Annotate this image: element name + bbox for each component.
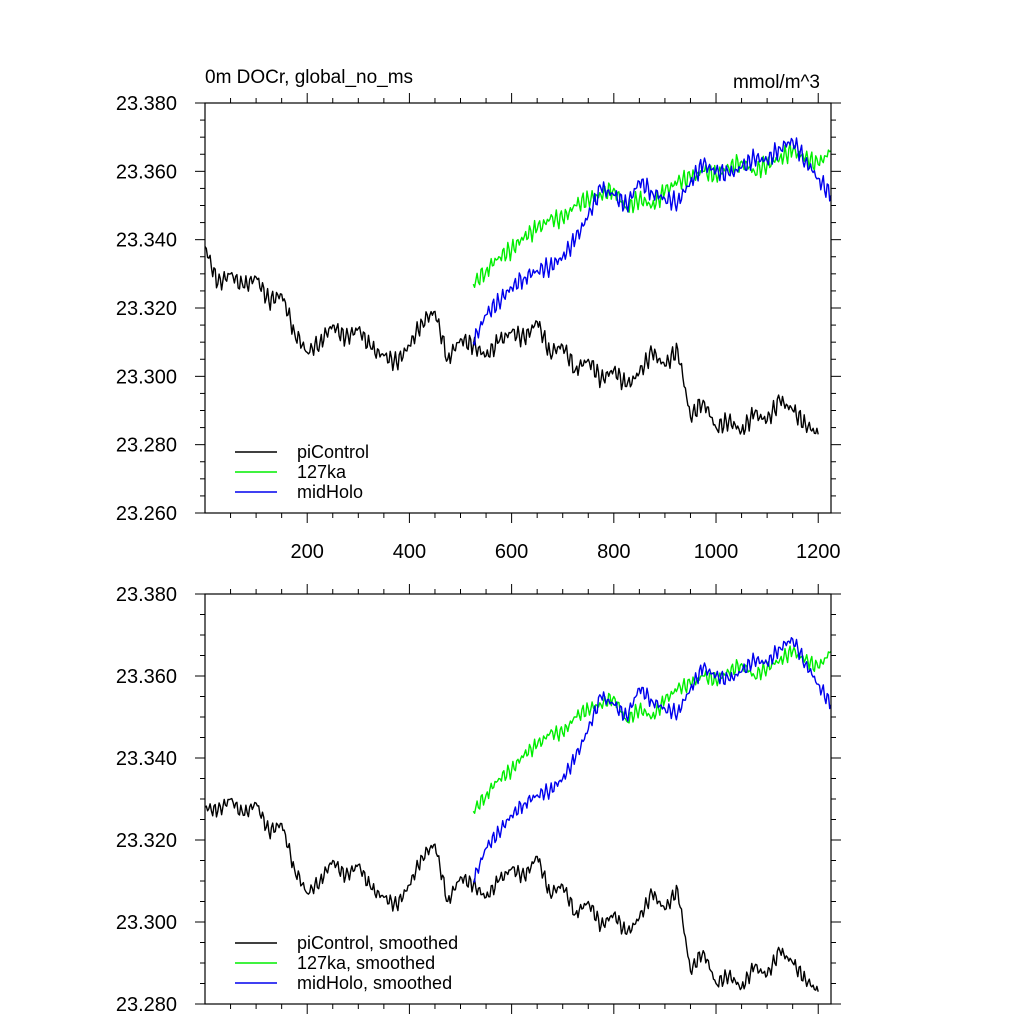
series-line-picontrol bbox=[204, 797, 819, 992]
x-tick-label: 200 bbox=[291, 541, 324, 563]
series-line-picontrol bbox=[204, 246, 819, 435]
series-line-midholo bbox=[472, 637, 832, 883]
y-tick-label: 23.380 bbox=[116, 93, 177, 115]
x-tick-label: 1000 bbox=[694, 541, 739, 563]
x-tick-label: 400 bbox=[393, 541, 426, 563]
series-line-midholo bbox=[472, 137, 832, 346]
y-tick-label: 23.300 bbox=[116, 912, 177, 934]
chart-units: mmol/m^3 bbox=[733, 72, 820, 93]
chart-panel-top: 0m DOCr, global_no_ms mmol/m^3 23.26023.… bbox=[116, 67, 841, 563]
chart-title: 0m DOCr, global_no_ms bbox=[205, 67, 413, 88]
legend-label: 127ka bbox=[297, 462, 347, 482]
y-tick-label: 23.360 bbox=[116, 666, 177, 688]
y-tick-label: 23.280 bbox=[116, 435, 177, 457]
y-tick-label: 23.380 bbox=[116, 584, 177, 606]
y-tick-label: 23.280 bbox=[116, 994, 177, 1016]
x-axis-ticks: 200 400 600 800 1000 1200 bbox=[230, 93, 841, 563]
plot-frame bbox=[204, 102, 832, 514]
y-axis-ticks: 23.260 23.280 23.300 23.320 23.340 23.360 23.3… bbox=[116, 93, 841, 525]
y-tick-label: 23.340 bbox=[116, 748, 177, 770]
y-tick-label: 23.360 bbox=[116, 161, 177, 183]
legend-label: piControl, smoothed bbox=[297, 933, 458, 953]
legend-label: midHolo bbox=[297, 482, 363, 502]
legend-label: 127ka, smoothed bbox=[297, 953, 435, 973]
legend-label: midHolo, smoothed bbox=[297, 973, 452, 993]
y-axis-ticks: 23.280 23.300 23.320 23.340 23.360 23.380 bbox=[116, 584, 841, 1016]
y-tick-label: 23.300 bbox=[116, 366, 177, 388]
legend-label: piControl bbox=[297, 442, 369, 462]
series-line-127ka bbox=[472, 645, 832, 814]
y-tick-label: 23.320 bbox=[116, 830, 177, 852]
plot-frame bbox=[204, 593, 832, 1005]
series-group bbox=[204, 637, 832, 992]
series-group bbox=[204, 137, 832, 435]
x-tick-label: 800 bbox=[597, 541, 630, 563]
x-tick-label: 600 bbox=[495, 541, 528, 563]
x-axis-ticks bbox=[230, 584, 819, 1014]
x-tick-label: 1200 bbox=[796, 541, 841, 563]
chart-panel-bottom: 23.280 23.300 23.320 23.340 23.360 23.380 piC… bbox=[116, 584, 841, 1016]
y-tick-label: 23.260 bbox=[116, 503, 177, 525]
y-tick-label: 23.340 bbox=[116, 230, 177, 252]
y-tick-label: 23.320 bbox=[116, 298, 177, 320]
